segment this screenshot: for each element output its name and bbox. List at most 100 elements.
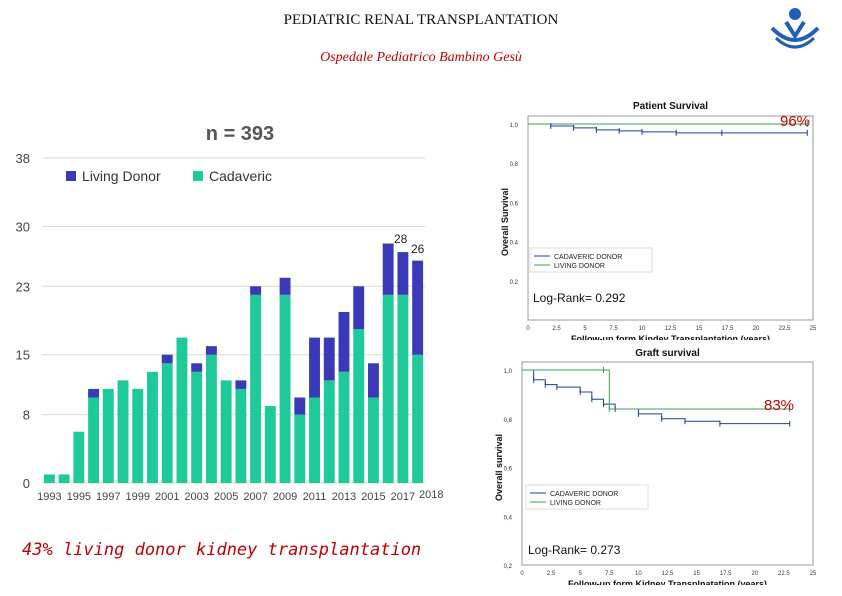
x-tick-label: 1993 xyxy=(37,491,61,503)
bar-annotation-28: 28 xyxy=(394,232,408,246)
y-tick-label: 30 xyxy=(16,219,30,234)
legend-label-living: Living Donor xyxy=(82,168,161,184)
legend-label-cadaveric: Cadaveric xyxy=(209,168,272,184)
km-x-tick-label: 7.5 xyxy=(605,571,614,577)
bar-living-donor xyxy=(250,286,262,295)
bar-cadaveric xyxy=(279,294,291,483)
bar-living-donor xyxy=(279,277,291,295)
bar-cadaveric xyxy=(58,474,70,483)
km-legend-label: CADAVERIC DONOR xyxy=(554,254,622,261)
bar-living-donor xyxy=(367,363,379,398)
bar-living-donor xyxy=(309,337,320,398)
km-y-tick-label: 0.2 xyxy=(510,280,519,286)
km-x-tick-label: 12.5 xyxy=(665,326,677,332)
bar-living-donor xyxy=(382,243,394,295)
km-title: Graft survival xyxy=(635,348,700,359)
km-legend-label: CADAVERIC DONOR xyxy=(550,491,618,498)
km-x-tick-label: 20 xyxy=(753,326,760,332)
km-x-tick-label: 2.5 xyxy=(552,326,561,332)
bar-cadaveric xyxy=(147,371,158,483)
km-line-cadaveric xyxy=(528,123,808,134)
x-tick-label: 2017 xyxy=(391,491,415,503)
km-y-tick-label: 1,0 xyxy=(504,369,513,375)
km-x-axis-label: Follow-up form Kindey Transplantation (y… xyxy=(571,334,770,340)
bar-annotation-26: 26 xyxy=(411,242,425,256)
km-legend-label: LIVING DONOR xyxy=(550,500,601,507)
bar-living-donor xyxy=(161,354,173,364)
y-tick-label: 23 xyxy=(16,279,30,294)
bar-cadaveric xyxy=(367,397,379,483)
km-x-tick-label: 25 xyxy=(810,571,817,577)
bar-living-donor xyxy=(323,337,335,381)
km-y-tick-label: 0,2 xyxy=(504,564,513,570)
chart-title: n = 393 xyxy=(206,123,274,145)
km-y-tick-label: 0.4 xyxy=(510,241,519,247)
km-x-tick-label: 15 xyxy=(693,571,700,577)
bar-cadaveric xyxy=(323,380,335,483)
legend-swatch-cadaveric xyxy=(193,171,203,181)
bar-cadaveric xyxy=(205,354,217,483)
km-line-cadaveric xyxy=(522,369,790,425)
page-subtitle: Ospedale Pediatrico Bambino Gesù xyxy=(320,50,522,65)
x-tick-label: 2001 xyxy=(155,491,179,503)
km-frame xyxy=(521,361,814,566)
bar-cadaveric xyxy=(220,380,232,483)
km-y-axis-label: Overall Survival xyxy=(500,188,510,256)
bar-living-donor xyxy=(353,286,365,330)
km-frame xyxy=(527,115,814,321)
km-x-tick-label: 2.5 xyxy=(547,571,556,577)
bar-cadaveric xyxy=(117,380,129,483)
bar-cadaveric xyxy=(309,397,320,483)
bar-cadaveric xyxy=(250,294,262,483)
bar-cadaveric xyxy=(43,474,55,483)
km-y-tick-label: 0,4 xyxy=(504,515,513,521)
km-x-tick-label: 20 xyxy=(751,571,758,577)
km-x-tick-label: 5 xyxy=(579,571,583,577)
km-x-tick-label: 15 xyxy=(696,326,703,332)
km-title: Patient Survival xyxy=(633,101,708,112)
x-tick-label: 2009 xyxy=(273,491,297,503)
km-x-tick-label: 22.5 xyxy=(779,326,791,332)
x-tick-label: 2013 xyxy=(332,491,356,503)
patient-survival-chart: Patient Survival 0.2 0.4 0.6 0.8 1.0 0 2.5 5 7.5 1… xyxy=(500,101,817,340)
living-donor-percentage-caption: 43% living donor kidney transplantation xyxy=(22,540,422,560)
km-x-axis-label: Follow-up form Kidney Transplnatation (y… xyxy=(568,579,767,585)
km-y-tick-label: 0.6 xyxy=(510,201,519,207)
km-legend-label: LIVING DONOR xyxy=(554,263,605,270)
km-x-tick-label: 17.5 xyxy=(722,326,734,332)
km-x-tick-label: 5 xyxy=(583,326,587,332)
x-tick-label: 1999 xyxy=(126,491,150,503)
patient-survival-percentage: 96% xyxy=(780,113,811,130)
bar-cadaveric xyxy=(235,388,247,483)
hands-holding-child-logo-icon xyxy=(770,8,820,49)
bar-chart-panel: n = 393 0 8 15 23 30 38 1993 1995 1997 1999 2001 200… xyxy=(16,123,425,503)
x-tick-label: 2003 xyxy=(184,491,208,503)
bar-cadaveric xyxy=(191,371,203,483)
bar-annotation-2018: 2018 xyxy=(419,489,444,501)
y-tick-label: 8 xyxy=(23,408,30,423)
graft-survival-chart: Graft survival 0,2 0,4 0,6 0,8 1,0 0 2.5 5 7.5 10 1… xyxy=(494,348,817,585)
km-line-living xyxy=(522,369,790,410)
bar-cadaveric xyxy=(176,337,188,483)
km-x-tick-label: 17.5 xyxy=(720,571,732,577)
page-title: PEDIATRIC RENAL TRANSPLANTATION xyxy=(283,12,559,28)
bar-living-donor xyxy=(294,397,306,415)
y-tick-label: 0 xyxy=(23,476,30,491)
km-x-tick-label: 22.5 xyxy=(778,571,790,577)
bar-cadaveric xyxy=(338,371,350,483)
bar-living-donor xyxy=(88,388,100,398)
km-x-tick-label: 25 xyxy=(810,326,817,332)
bar-cadaveric xyxy=(382,294,394,483)
graft-logrank-label: Log-Rank= 0.273 xyxy=(528,543,621,557)
km-y-axis-label: Overall survival xyxy=(494,434,504,501)
bar-cadaveric xyxy=(294,414,306,483)
km-y-tick-label: 0,6 xyxy=(504,467,513,473)
bar-living-donor xyxy=(191,363,203,372)
y-tick-label: 38 xyxy=(16,151,30,166)
km-x-tick-label: 10 xyxy=(635,571,642,577)
km-legend-box xyxy=(529,247,653,273)
patient-logrank-label: Log-Rank= 0.292 xyxy=(533,291,626,305)
km-y-tick-label: 1.0 xyxy=(510,123,519,129)
x-tick-label: 2015 xyxy=(361,491,385,503)
km-x-tick-label: 0 xyxy=(526,326,530,332)
